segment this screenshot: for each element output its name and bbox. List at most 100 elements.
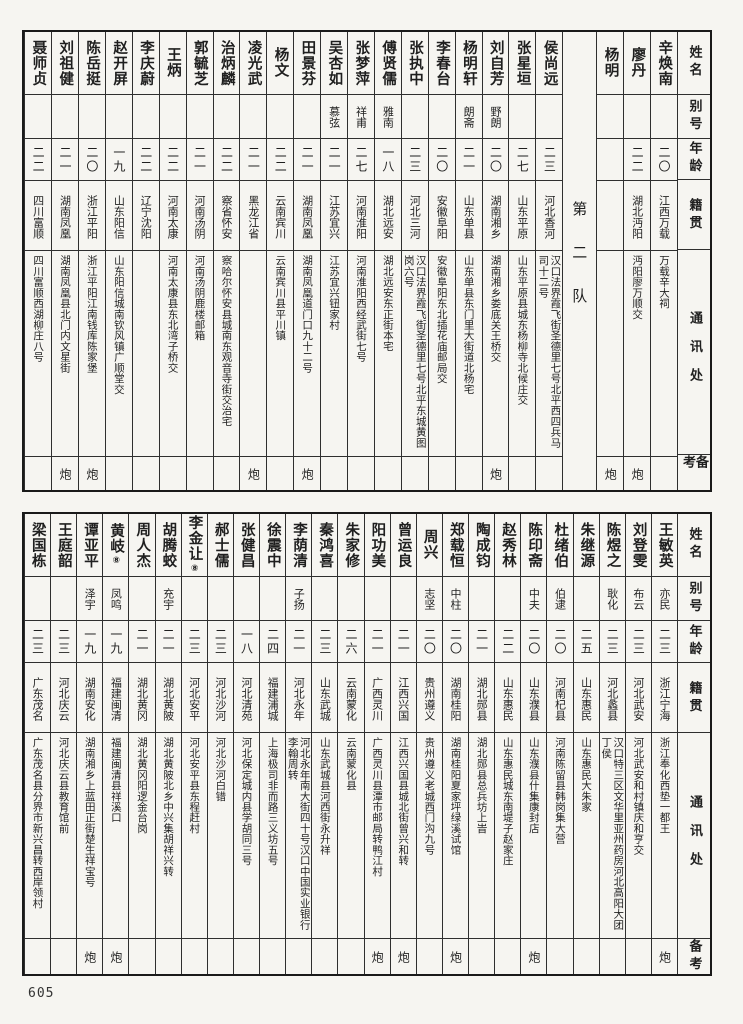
address-cell (597, 250, 624, 456)
name-cell: 李庆蔚 (137, 39, 154, 87)
alias-cell (51, 576, 77, 620)
remark-cell: 炮 (597, 456, 624, 490)
age-cell: 二二 (495, 620, 521, 662)
person-column: 治炳麟 二二 察省怀安 察哈尔怀安县城南东观音寺街交治宅 (212, 32, 240, 490)
address-cell: 河南汤阴鹿楼邮箱 (186, 250, 213, 456)
native-place-cell: 湖南安化 (77, 662, 103, 732)
person-column: 郝士儒 二三 河北沙河 河北沙河白错 (206, 514, 233, 974)
age-cell: 二二 (159, 138, 186, 180)
address-cell: 湖北远安东正街本宅 (374, 250, 401, 456)
person-column: 侯尚远 二三 河北香河 汉口法界霞飞街圣德里七号北平西四兵马司十二号 (535, 32, 563, 490)
native-place-cell: 湖北远安 (374, 180, 401, 250)
remark-cell (24, 938, 50, 974)
age-cell: 二三 (651, 620, 677, 662)
name-cell: 辛焕南 (656, 39, 673, 87)
alias-cell (260, 576, 286, 620)
person-column: 王敏英 亦民 二三 浙江宁海 浙江奉化西垫一都王炮 (650, 514, 677, 974)
alias-cell: 泽宇 (77, 576, 103, 620)
remark-cell: 炮 (482, 456, 509, 490)
age-cell: 二一 (294, 138, 321, 180)
row-header-age: 年龄 (678, 619, 710, 662)
person-column: 凌光武 二一 黑龙江省炮 (239, 32, 267, 490)
name-cell: 陶成钧 (473, 521, 490, 569)
person-column: 陶成钧 二一 湖北郧县 湖北郧县总兵坊上旹 (468, 514, 495, 974)
name-cell: 凌光武 (245, 39, 262, 87)
native-place-cell: 山东惠民 (573, 662, 599, 732)
native-place-cell: 四川富顺 (25, 180, 52, 250)
age-cell: 二一 (469, 620, 495, 662)
person-column: 李春台 二〇 安徽阜阳 安徽阜阳东北插花庙邮局交 (427, 32, 455, 490)
person-column: 曾运良 二一 江西兴国 江西兴国县城北街曾兴和转炮 (389, 514, 416, 974)
name-cell: 赵开屏 (111, 39, 128, 87)
remark-cell (536, 456, 563, 490)
native-place-cell: 山东濮县 (521, 662, 547, 732)
alias-cell (213, 94, 240, 138)
row-header-name: 姓名 (686, 527, 702, 563)
age-cell: 一九 (103, 620, 129, 662)
alias-cell (24, 576, 50, 620)
address-cell: 云南蒙化县 (338, 732, 364, 938)
alias-cell: 中夫 (521, 576, 547, 620)
age-cell: 二〇 (428, 138, 455, 180)
alias-cell: 布云 (625, 576, 651, 620)
remark-cell (260, 938, 286, 974)
remark-cell (25, 456, 52, 490)
name-cell: 朱继源 (578, 521, 595, 569)
address-cell: 河北保定城内县学胡同三号 (233, 732, 259, 938)
address-cell: 河北庆云县教育馆前 (51, 732, 77, 938)
native-place-cell: 安徽阜阳 (428, 180, 455, 250)
remark-cell (495, 938, 521, 974)
person-column: 周人杰 二一 湖北黄冈 湖北黄冈阳逻金台岗 (128, 514, 155, 974)
row-header-alias: 别号 (678, 575, 710, 620)
address-cell: 万载辛大祠 (651, 250, 677, 456)
remark-cell (625, 938, 651, 974)
address-cell: 湖北黄冈阳逻金台岗 (129, 732, 155, 938)
row-header-column: 姓名 别号 年龄 籍贯 通讯处 备考 (677, 32, 710, 490)
address-cell: 汉口特三区文华里亚州药房河北高阳大团丁侯 (599, 732, 625, 938)
remark-cell (374, 456, 401, 490)
address-cell: 湖南凤凰县北门内文星街 (52, 250, 78, 456)
native-place-cell: 山东单县 (455, 180, 482, 250)
native-place-cell: 江西兴国 (390, 662, 416, 732)
row-header-remark: 备考 (678, 454, 710, 490)
person-column: 张健昌 一八 河北清苑 河北保定城内县学胡同三号 (232, 514, 259, 974)
native-place-cell: 湖北黄陂 (155, 662, 181, 732)
native-place-cell: 云南蒙化 (338, 662, 364, 732)
remark-cell: 炮 (442, 938, 468, 974)
name-cell: 张健昌 (238, 521, 255, 569)
native-place-cell: 黑龙江省 (240, 180, 267, 250)
address-cell: 浙江奉化西垫一都王 (651, 732, 677, 938)
native-place-cell: 河北庆云 (51, 662, 77, 732)
name-cell: 王庭韶 (55, 521, 72, 569)
person-column: 刘登雯 布云 二三 河北武安 河北武安和村镇庆和亨交 (624, 514, 651, 974)
row-header-native: 籍贯 (678, 661, 710, 732)
age-cell: 二二 (624, 138, 651, 180)
name-cell: 胡腾蛟 (160, 521, 177, 569)
age-cell: 二〇 (547, 620, 573, 662)
alias-cell (240, 94, 267, 138)
alias-cell (364, 576, 390, 620)
native-place-cell: 河北永年 (286, 662, 312, 732)
native-place-cell: 广东茂名 (24, 662, 50, 732)
remark-cell (416, 938, 442, 974)
remark-cell (159, 456, 186, 490)
alias-cell: 凤鸣 (103, 576, 129, 620)
remark-cell (573, 938, 599, 974)
alias-cell: 伯逮 (547, 576, 573, 620)
remark-cell (51, 938, 77, 974)
native-place-cell: 河南淮阳 (348, 180, 374, 250)
remark-cell (469, 938, 495, 974)
alias-cell (186, 94, 213, 138)
alias-cell: 亦民 (651, 576, 677, 620)
person-column: 王庭韶 二三 河北庆云 河北庆云县教育馆前 (50, 514, 77, 974)
name-cell: 杨明 (602, 47, 619, 79)
age-cell: 二〇 (521, 620, 547, 662)
native-place-cell: 河北安平 (181, 662, 207, 732)
name-annotation-mark: ⑧ (189, 563, 200, 576)
age-cell: 二一 (52, 138, 78, 180)
alias-cell: 中柱 (442, 576, 468, 620)
address-cell: 河南陈留县韩岗集大营 (547, 732, 573, 938)
alias-cell: 祥甫 (348, 94, 374, 138)
person-column: 陈岳挺 二〇 浙江平阳 浙江平阳江南钱库陈家堡炮 (77, 32, 105, 490)
